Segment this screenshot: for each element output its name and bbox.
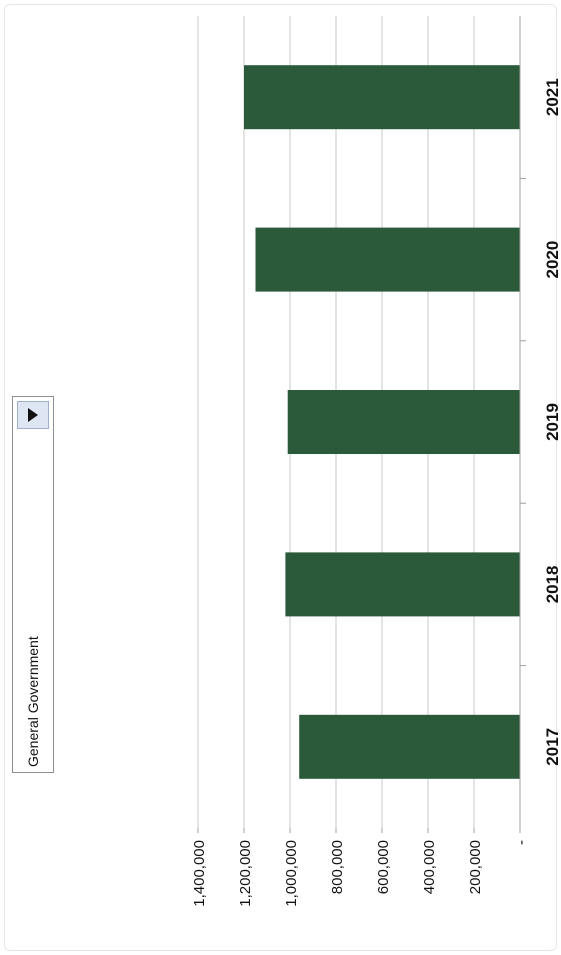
value-tick-label: 600,000: [375, 840, 392, 894]
bar-2017: [299, 714, 520, 779]
value-tick-label: 1,000,000: [283, 840, 300, 907]
dropdown-toggle-button[interactable]: [17, 401, 49, 429]
tick-labels: - 200,000 400,000 600,000 800,000 1,000,000 1,…: [191, 78, 561, 906]
value-tick-label: -: [513, 840, 530, 845]
bar-2018: [285, 552, 520, 617]
category-label-2017: 2017: [543, 728, 561, 766]
value-tick-label: 800,000: [329, 840, 346, 894]
category-label-2021: 2021: [543, 78, 561, 116]
value-tick-label: 1,400,000: [191, 840, 208, 907]
category-dropdown[interactable]: General Government: [12, 396, 54, 773]
value-tick-label: 200,000: [467, 840, 484, 894]
bar-2020: [255, 227, 520, 292]
page-frame: [4, 4, 557, 951]
bar-2021: [244, 65, 520, 130]
category-label-2019: 2019: [543, 403, 561, 441]
bars: [244, 65, 520, 779]
axes: [197, 16, 526, 833]
value-tick-label: 1,200,000: [237, 840, 254, 907]
value-tick-label: 400,000: [421, 840, 438, 894]
category-label-2020: 2020: [543, 241, 561, 279]
bar-2019: [287, 390, 520, 454]
chevron-down-icon: [28, 408, 38, 422]
category-label-2018: 2018: [543, 565, 561, 603]
